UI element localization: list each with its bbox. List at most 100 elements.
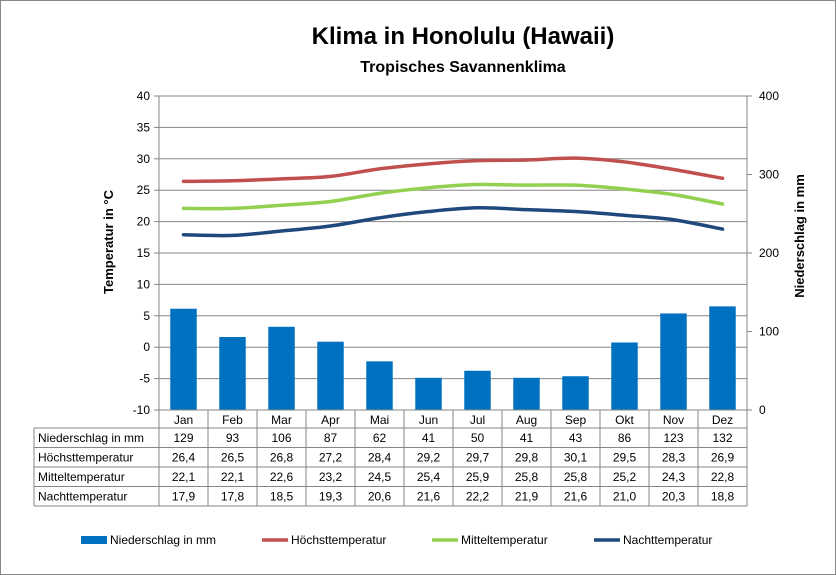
x-category-label: Aug — [516, 413, 537, 427]
table-cell-value: 30,1 — [564, 450, 588, 464]
table-cell-value: 21,6 — [417, 489, 441, 503]
table-cell-value: 29,8 — [515, 450, 539, 464]
table-row-label: Höchsttemperatur — [38, 450, 133, 464]
table-cell-value: 22,2 — [466, 489, 490, 503]
y-left-tick-label: 5 — [143, 309, 150, 323]
table-cell-value: 43 — [569, 431, 583, 445]
legend-swatch-bar — [81, 536, 107, 544]
x-category-label: Feb — [222, 413, 243, 427]
table-cell-value: 87 — [324, 431, 338, 445]
precipitation-bar — [611, 342, 638, 410]
y-left-tick-label: 10 — [137, 277, 151, 291]
table-row-label: Nachttemperatur — [38, 489, 127, 503]
y-left-tick-label: 40 — [137, 89, 151, 103]
table-cell-value: 106 — [271, 431, 291, 445]
x-category-label: Okt — [615, 413, 634, 427]
precipitation-bar — [366, 361, 393, 410]
x-category-label: Jun — [419, 413, 438, 427]
table-cell-value: 25,8 — [515, 470, 539, 484]
table-cell-value: 41 — [520, 431, 534, 445]
legend-label: Nachttemperatur — [623, 533, 712, 547]
y-right-tick-label: 100 — [759, 325, 779, 339]
table-cell-value: 28,3 — [662, 450, 686, 464]
precipitation-bar — [464, 370, 491, 410]
x-category-label: Jan — [174, 413, 193, 427]
table-cell-value: 22,6 — [270, 470, 294, 484]
table-cell-value: 132 — [712, 431, 732, 445]
chart-subtitle: Tropisches Savannenklima — [360, 59, 566, 76]
precipitation-bar — [170, 308, 197, 410]
table-cell-value: 18,8 — [711, 489, 735, 503]
table-cell-value: 86 — [618, 431, 632, 445]
table-row-label: Mitteltemperatur — [38, 470, 125, 484]
table-cell-value: 123 — [663, 431, 683, 445]
table-row-label: Niederschlag in mm — [38, 431, 144, 445]
table-cell-value: 18,5 — [270, 489, 294, 503]
y-left-tick-label: 30 — [137, 152, 151, 166]
table-cell-value: 22,1 — [172, 470, 196, 484]
legend-label: Mitteltemperatur — [461, 533, 548, 547]
table-cell-value: 17,9 — [172, 489, 196, 503]
table-cell-value: 24,3 — [662, 470, 686, 484]
precipitation-bar — [513, 377, 540, 410]
table-cell-value: 25,4 — [417, 470, 441, 484]
chart-title: Klima in Honolulu (Hawaii) — [312, 23, 615, 50]
table-cell-value: 29,5 — [613, 450, 637, 464]
table-cell-value: 28,4 — [368, 450, 392, 464]
x-category-label: Dez — [712, 413, 733, 427]
table-cell-value: 26,5 — [221, 450, 245, 464]
y-left-tick-label: 35 — [137, 120, 151, 134]
precipitation-bar — [317, 341, 344, 410]
precipitation-bar — [219, 336, 246, 410]
y-left-ticks: -10 -5 0 5 10 15 20 25 30 35 40 — [133, 89, 151, 417]
table-cell-value: 26,9 — [711, 450, 735, 464]
precipitation-bar — [268, 326, 295, 410]
y-left-tick-label: -10 — [133, 403, 151, 417]
y-right-tick-label: 400 — [759, 89, 779, 103]
y-right-axis-title: Niederschlag in mm — [792, 174, 807, 298]
table-cell-value: 17,8 — [221, 489, 245, 503]
precipitation-bars — [170, 306, 736, 410]
table-cell-value: 19,3 — [319, 489, 343, 503]
hoechsttemperatur-line — [181, 156, 725, 184]
table-cell-value: 26,4 — [172, 450, 196, 464]
table-cell-value: 24,5 — [368, 470, 392, 484]
table-cell-value: 22,1 — [221, 470, 245, 484]
table-cell-value: 20,6 — [368, 489, 392, 503]
table-cell-value: 25,2 — [613, 470, 637, 484]
y-right-ticks: 0 100 200 300 400 — [759, 89, 779, 417]
x-category-label: Apr — [321, 413, 340, 427]
x-category-label: Jul — [470, 413, 485, 427]
table-cell-value: 21,0 — [613, 489, 637, 503]
nachttemperatur-line — [181, 205, 725, 238]
table-cell-value: 129 — [173, 431, 193, 445]
x-category-label: Mar — [271, 413, 292, 427]
mitteltemperatur-line — [181, 182, 725, 211]
table-cell-value: 22,8 — [711, 470, 735, 484]
table-cell-value: 29,7 — [466, 450, 490, 464]
table-cell-value: 26,8 — [270, 450, 294, 464]
table-cell-value: 62 — [373, 431, 387, 445]
y-left-tick-label: 20 — [137, 215, 151, 229]
table-cell-value: 25,8 — [564, 470, 588, 484]
table-cell-value: 25,9 — [466, 470, 490, 484]
table-cell-value: 20,3 — [662, 489, 686, 503]
y-right-tick-label: 200 — [759, 246, 779, 260]
precipitation-bar — [660, 313, 687, 410]
data-table: Jan Feb Mar Apr Mai Jun Jul Aug Sep Okt Nov Dez Nied… — [33, 410, 748, 507]
x-category-label: Nov — [663, 413, 684, 427]
precipitation-bar — [709, 306, 736, 410]
precipitation-bar — [415, 377, 442, 410]
table-cell-value: 21,9 — [515, 489, 539, 503]
y-right-tick-label: 0 — [759, 403, 766, 417]
y-left-tick-label: 0 — [143, 340, 150, 354]
table-cell-value: 29,2 — [417, 450, 441, 464]
x-category-label: Sep — [565, 413, 587, 427]
table-cell-value: 93 — [226, 431, 240, 445]
legend-label: Niederschlag in mm — [110, 533, 216, 547]
legend-label: Höchsttemperatur — [291, 533, 386, 547]
y-left-tick-label: 15 — [137, 246, 151, 260]
x-category-label: Mai — [370, 413, 389, 427]
temperature-lines — [181, 156, 725, 238]
